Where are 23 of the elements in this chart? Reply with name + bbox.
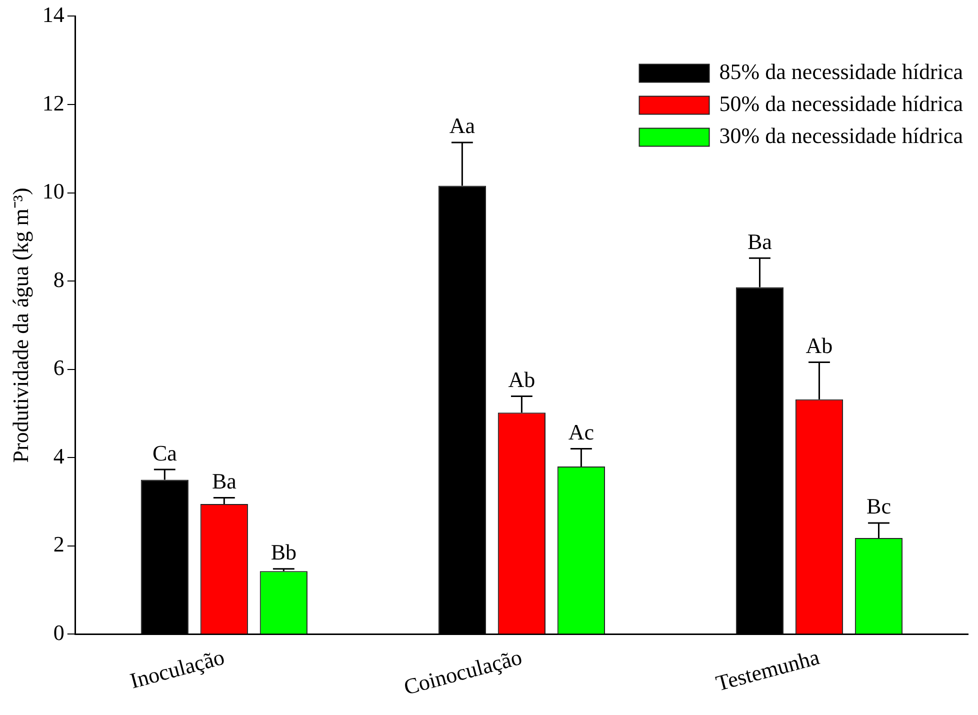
data-label: Ab (806, 333, 833, 358)
x-tick-label: Testemunha (713, 644, 822, 696)
y-tick-label: 8 (53, 266, 64, 292)
y-tick-label: 2 (53, 532, 64, 557)
y-tick-label: 4 (53, 443, 64, 468)
legend-label: 85% da necessidade hídrica (719, 58, 964, 84)
data-label: Ba (212, 468, 237, 494)
data-label: Ac (568, 420, 594, 445)
x-tick-label: Inoculação (127, 644, 227, 694)
y-tick-label: 10 (42, 178, 64, 204)
data-label: Ba (748, 228, 772, 254)
y-axis-title: Produtividade da água (kg m⁻³) (8, 188, 33, 463)
data-label: Bc (866, 494, 892, 519)
y-tick-label: 14 (42, 2, 64, 27)
data-label: Bb (270, 540, 297, 565)
y-tick-label: 12 (42, 90, 64, 116)
legend-label: 50% da necessidade hídrica (719, 90, 964, 116)
y-tick-label: 6 (53, 355, 64, 380)
data-label: Aa (449, 113, 476, 138)
data-label: Ca (152, 440, 178, 466)
legend-label: 30% da necessidade hídrica (719, 122, 964, 148)
y-tick-label: 0 (53, 620, 64, 645)
data-label: Ab (508, 367, 536, 392)
